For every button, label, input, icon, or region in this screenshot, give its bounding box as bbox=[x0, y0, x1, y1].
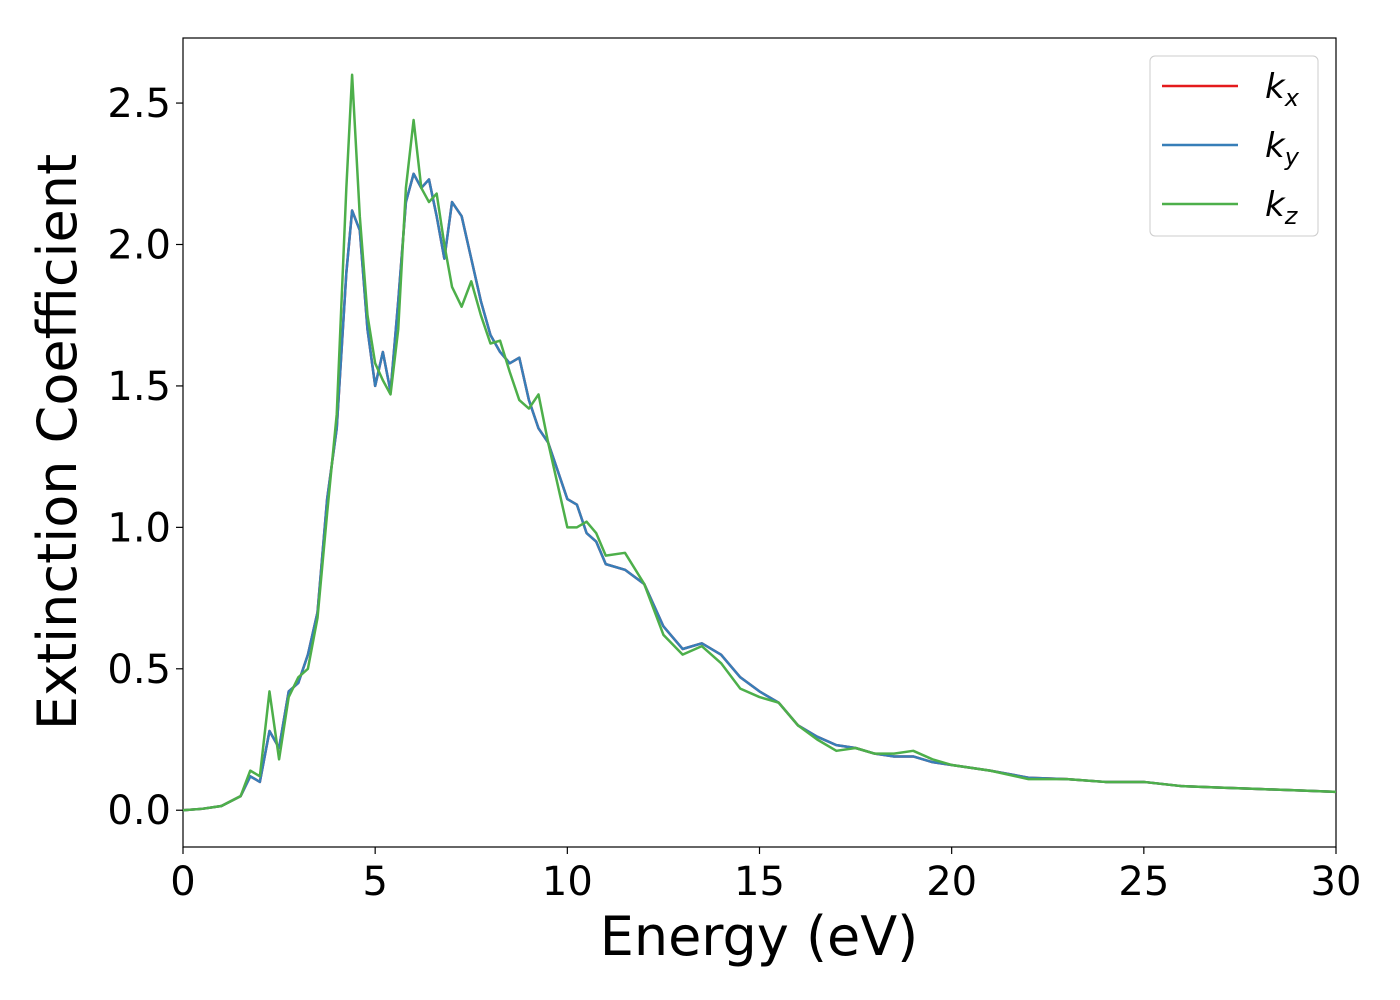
y-tick-label: 0.5 bbox=[107, 647, 171, 693]
y-tick-label: 1.0 bbox=[107, 505, 171, 551]
x-tick-label: 10 bbox=[542, 859, 593, 905]
legend-label: kx bbox=[1265, 67, 1300, 112]
y-tick-label: 1.5 bbox=[107, 364, 171, 410]
x-tick-label: 30 bbox=[1311, 859, 1362, 905]
y-tick-label: 2.0 bbox=[107, 222, 171, 268]
legend-label: kz bbox=[1265, 185, 1299, 230]
x-tick-label: 15 bbox=[734, 859, 785, 905]
y-tick-label: 2.5 bbox=[107, 81, 171, 127]
series-line bbox=[182, 172, 1337, 812]
x-tick-label: 5 bbox=[362, 859, 387, 905]
x-tick-label: 0 bbox=[170, 859, 195, 905]
series-line bbox=[182, 172, 1337, 812]
legend-label: ky bbox=[1265, 126, 1300, 171]
series-line bbox=[182, 73, 1337, 812]
x-tick-label: 20 bbox=[926, 859, 977, 905]
x-axis-label: Energy (eV) bbox=[600, 905, 919, 968]
x-tick-label: 25 bbox=[1118, 859, 1169, 905]
y-axis-label: Extinction Coefficient bbox=[26, 154, 89, 730]
y-tick-label: 0.0 bbox=[107, 788, 171, 834]
